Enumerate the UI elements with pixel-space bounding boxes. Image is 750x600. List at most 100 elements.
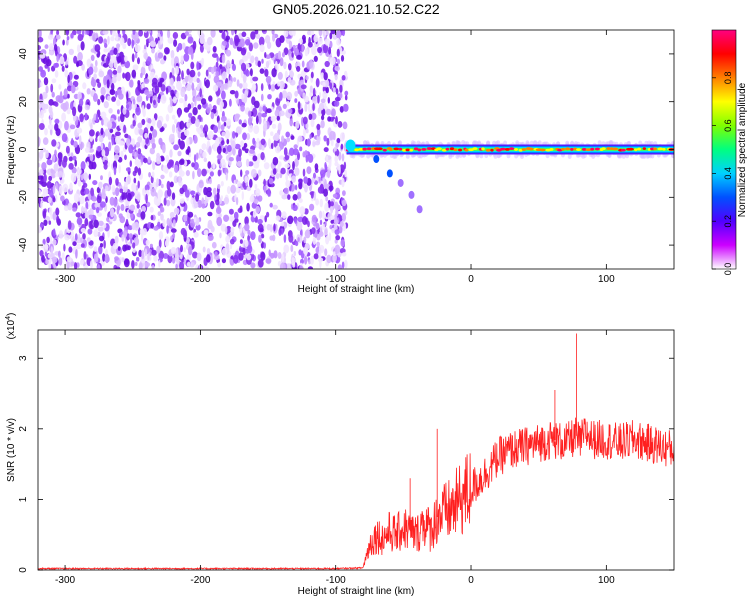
noise-speckle — [47, 124, 54, 130]
noise-speckle — [152, 77, 158, 85]
noise-speckle — [178, 176, 182, 184]
noise-speckle — [97, 226, 104, 232]
noise-speckle — [322, 43, 329, 54]
noise-speckle — [186, 261, 191, 267]
signal-branch-point — [408, 190, 415, 199]
noise-speckle — [271, 123, 277, 129]
noise-speckle — [202, 151, 207, 159]
noise-speckle — [252, 155, 258, 162]
noise-speckle — [142, 187, 146, 196]
snr-x-tick-label: -100 — [326, 575, 346, 586]
noise-speckle — [216, 154, 223, 160]
noise-speckle — [169, 77, 174, 86]
noise-speckle — [294, 240, 299, 247]
noise-speckle — [62, 183, 69, 193]
noise-speckle — [149, 41, 156, 47]
noise-speckle — [54, 44, 58, 52]
noise-speckle — [319, 183, 324, 192]
noise-speckle — [132, 248, 136, 253]
noise-speckle — [134, 52, 138, 59]
noise-speckle — [329, 130, 336, 140]
noise-speckle — [311, 45, 317, 56]
noise-speckle — [309, 91, 314, 98]
noise-speckle — [245, 158, 250, 168]
noise-speckle — [41, 181, 48, 187]
noise-speckle — [223, 83, 229, 91]
noise-speckle — [64, 234, 70, 241]
signal-halo — [461, 140, 466, 145]
noise-speckle — [294, 158, 299, 168]
noise-speckle — [339, 106, 344, 113]
noise-speckle — [175, 65, 179, 76]
noise-speckle — [279, 57, 284, 67]
noise-speckle — [335, 116, 338, 125]
noise-speckle — [313, 253, 319, 260]
noise-speckle — [107, 35, 110, 45]
signal-halo — [537, 140, 542, 146]
noise-speckle — [112, 242, 119, 250]
snr-panel: -300 -200 -100 0 100 0 1 2 3 Height of straight… — [5, 313, 675, 597]
noise-speckle — [156, 245, 161, 254]
noise-speckle — [300, 84, 307, 90]
noise-speckle — [156, 178, 160, 186]
noise-speckle — [294, 184, 298, 191]
noise-speckle — [120, 204, 125, 211]
noise-speckle — [98, 36, 104, 44]
noise-speckle — [114, 187, 120, 197]
noise-speckle — [277, 252, 282, 259]
noise-speckle — [238, 252, 244, 261]
noise-speckle — [109, 49, 115, 56]
noise-speckle — [196, 127, 200, 132]
signal-branch-point — [416, 205, 423, 214]
noise-speckle — [129, 204, 136, 211]
noise-speckle — [318, 102, 325, 111]
noise-speckle — [296, 65, 301, 72]
signal-hotspot — [362, 147, 367, 151]
noise-speckle — [88, 173, 92, 180]
noise-speckle — [76, 30, 82, 35]
noise-speckle — [64, 69, 69, 78]
noise-speckle — [207, 130, 214, 140]
noise-speckle — [208, 178, 212, 185]
noise-speckle — [234, 30, 237, 35]
noise-speckle — [203, 229, 209, 236]
noise-speckle — [294, 167, 300, 176]
noise-speckle — [153, 225, 159, 231]
noise-speckle — [291, 266, 297, 269]
noise-speckle — [192, 40, 197, 51]
noise-speckle — [266, 211, 270, 218]
noise-speckle — [151, 249, 157, 256]
noise-speckle — [272, 156, 279, 166]
noise-speckle — [117, 30, 120, 34]
noise-speckle — [138, 262, 143, 269]
noise-speckle — [190, 190, 196, 196]
signal-hotspot — [601, 147, 606, 151]
noise-speckle — [80, 174, 84, 181]
noise-speckle — [225, 118, 232, 127]
noise-speckle — [252, 137, 256, 145]
noise-speckle — [334, 201, 339, 209]
noise-speckle — [290, 135, 295, 140]
noise-speckle — [185, 170, 190, 177]
noise-speckle — [330, 201, 334, 207]
noise-speckle — [283, 234, 287, 243]
noise-speckle — [183, 247, 186, 253]
noise-speckle — [255, 115, 259, 125]
noise-speckle — [208, 234, 214, 241]
noise-speckle — [164, 47, 170, 55]
signal-hotspot — [481, 147, 485, 151]
noise-speckle — [179, 187, 185, 195]
noise-speckle — [138, 227, 141, 236]
noise-speckle — [253, 42, 259, 49]
noise-speckle — [82, 82, 87, 90]
noise-speckle — [266, 108, 272, 114]
noise-speckle — [95, 113, 99, 124]
noise-speckle — [218, 30, 223, 33]
figure-title: GN05.2026.021.10.52.C22 — [272, 1, 440, 17]
noise-speckle — [140, 211, 146, 220]
noise-speckle — [294, 90, 298, 97]
noise-speckle — [133, 177, 137, 184]
noise-speckle — [308, 36, 311, 46]
noise-speckle — [97, 264, 101, 269]
noise-speckle — [53, 163, 59, 172]
